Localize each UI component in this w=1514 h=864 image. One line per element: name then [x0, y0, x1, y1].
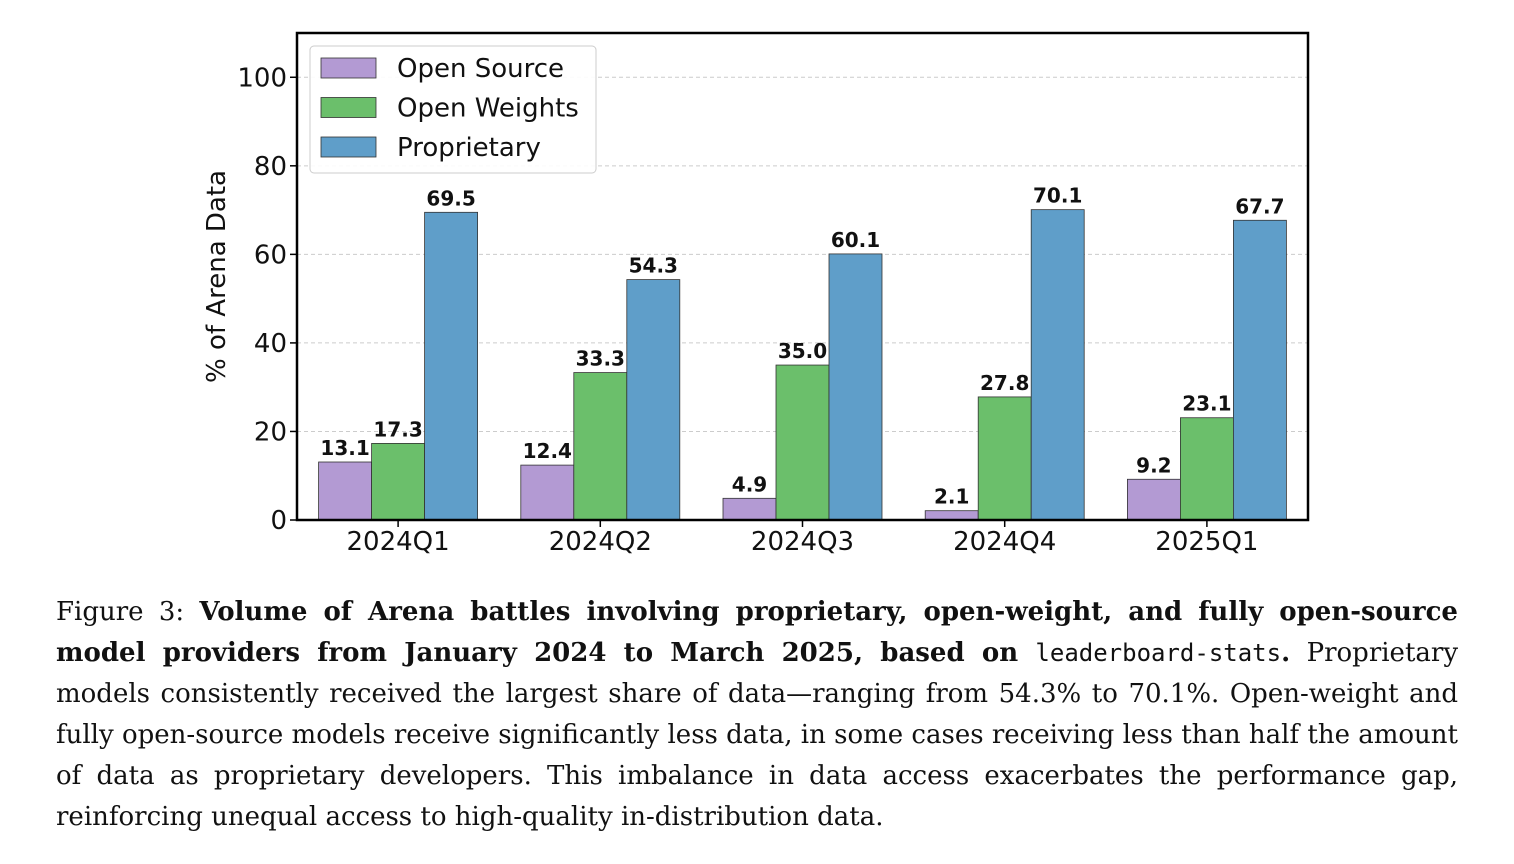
- bar: [626, 279, 681, 521]
- bar-value-label: 69.5: [426, 186, 475, 210]
- bar: [722, 497, 777, 521]
- bar: [1030, 209, 1085, 521]
- bar-value-label: 13.1: [320, 436, 369, 460]
- bar-labels: 13.117.3 69.5 12.4 33.3 54.3 4.9 35.0 60.1 2.1 27…: [320, 184, 1284, 509]
- y-axis-label: % of Arena Data: [202, 170, 232, 383]
- caption-title-end: .: [1281, 638, 1291, 668]
- bar: [828, 253, 883, 521]
- caption-code: leaderboard-stats: [1035, 639, 1282, 667]
- figure-caption: Figure 3: Volume of Arena battles involv…: [56, 592, 1458, 838]
- bar-value-label: 60.1: [831, 228, 880, 252]
- x-tick-label: 2024Q2: [549, 527, 652, 557]
- y-tick-label: 100: [237, 63, 287, 93]
- x-tick-label: 2024Q4: [953, 527, 1056, 557]
- caption-title: Volume of Arena battles involving propri…: [56, 597, 1458, 668]
- bar-value-label: 35.0: [778, 339, 827, 363]
- bar: [1233, 219, 1287, 521]
- bar: [1180, 417, 1234, 521]
- caption-body: Proprietary models consistently received…: [56, 638, 1459, 832]
- y-tick-label: 20: [254, 417, 287, 447]
- bar-value-label: 23.1: [1182, 392, 1231, 416]
- legend-label: Open Source: [397, 54, 564, 84]
- legend-swatch: [320, 136, 377, 158]
- y-tick-label: 40: [254, 329, 287, 359]
- x-tick-label: 2025Q1: [1155, 527, 1258, 557]
- bar: [977, 396, 1032, 521]
- bar: [318, 461, 373, 521]
- bar-value-label: 4.9: [732, 472, 767, 496]
- bar: [775, 364, 830, 521]
- legend-label: Proprietary: [397, 133, 541, 163]
- legend: Open Source Open Weights Proprietary: [309, 45, 597, 174]
- bar: [1127, 478, 1181, 521]
- x-axis-ticks: 2024Q1 2024Q2 2024Q3 2024Q4 2025Q1: [347, 520, 1258, 557]
- bar: [573, 372, 628, 521]
- bar: [371, 443, 426, 521]
- bar-value-label: 17.3: [373, 417, 422, 441]
- bar: [424, 211, 479, 521]
- x-tick-label: 2024Q1: [347, 527, 450, 557]
- bar-value-label: 12.4: [523, 439, 572, 463]
- y-tick-label: 80: [254, 152, 287, 182]
- bar: [520, 464, 575, 521]
- legend-label: Open Weights: [397, 94, 579, 124]
- bar: [924, 510, 979, 521]
- legend-swatch: [320, 97, 377, 118]
- legend-swatch: [320, 57, 377, 79]
- legend-box: [309, 45, 597, 174]
- bars: [318, 209, 1287, 521]
- caption-title-text: Volume of Arena battles involving propri…: [56, 597, 1458, 668]
- bar-value-label: 27.8: [980, 371, 1029, 395]
- bar-value-label: 9.2: [1136, 453, 1171, 477]
- bar-value-label: 33.3: [576, 347, 625, 371]
- caption-label: Figure 3:: [56, 597, 185, 627]
- bar-chart: 13.117.3 69.5 12.4 33.3 54.3 4.9 35.0 60.1 2.1 27…: [202, 31, 1310, 557]
- bar-value-label: 54.3: [629, 254, 678, 278]
- y-tick-label: 60: [254, 240, 287, 270]
- bar-value-label: 70.1: [1033, 184, 1082, 208]
- y-axis-ticks: 0 20 40 60 80 100: [237, 63, 297, 536]
- bar-value-label: 67.7: [1235, 194, 1284, 218]
- bar-value-label: 2.1: [934, 485, 969, 509]
- x-tick-label: 2024Q3: [751, 527, 854, 557]
- y-tick-label: 0: [270, 506, 287, 536]
